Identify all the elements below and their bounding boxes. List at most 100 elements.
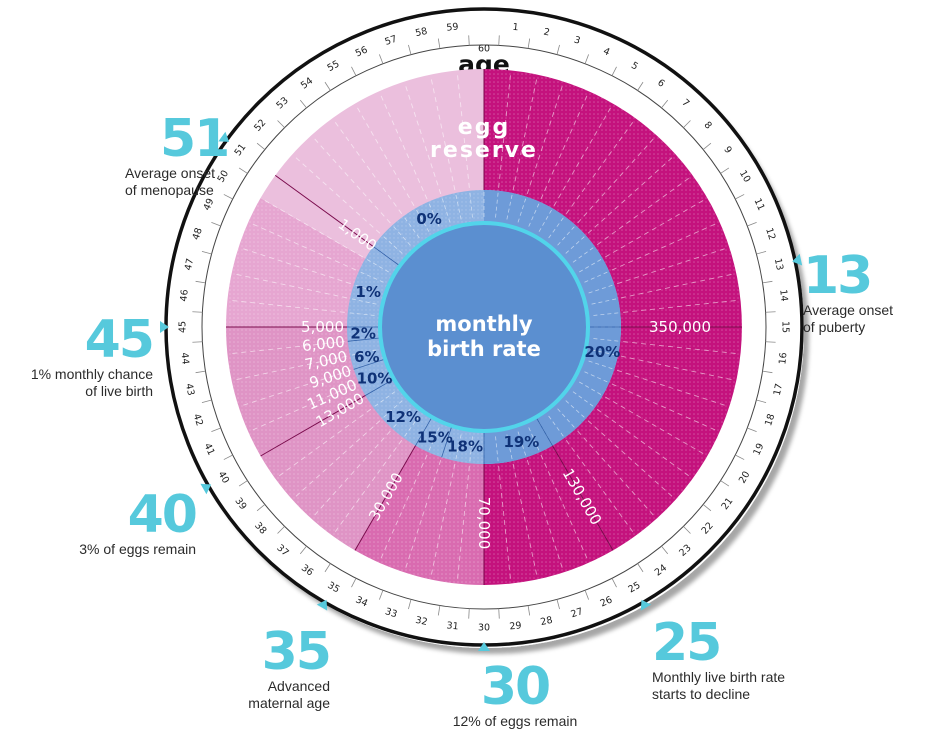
dashed-ray [379, 93, 428, 200]
age-tick-label: 29 [509, 620, 522, 632]
dashed-ray [230, 341, 345, 355]
age-tick-label: 6 [655, 77, 666, 89]
dashed-ray [333, 439, 403, 534]
age-tick-mark [299, 99, 307, 109]
egg-count-label: 6,000 [301, 333, 346, 355]
ring-dashed-rays [229, 72, 739, 582]
age-tick-mark [765, 341, 776, 343]
age-tick-mark [378, 590, 384, 600]
age-tick-label: 55 [326, 59, 342, 75]
callout-age-25: 25 Monthly live birth rate starts to dec… [652, 617, 785, 703]
age-tick-mark [661, 545, 669, 555]
callout-age-13: 13 Average onset of puberty [803, 250, 893, 336]
dashed-ray [512, 463, 538, 577]
callout-pointer [478, 642, 490, 651]
age-tick-mark [299, 545, 307, 555]
dashed-ray [617, 369, 727, 407]
egg-reserve-ring [226, 69, 742, 585]
dashed-ray [617, 247, 727, 285]
age-tick-label: 18 [763, 413, 777, 428]
callout-age-35: 35 Advanced maternal age [235, 626, 332, 712]
age-tick-label: 10 [737, 169, 753, 185]
callout-caption-line: 3% of eggs remain [79, 541, 196, 557]
age-tick-label: 28 [540, 615, 554, 628]
age-tick-mark [747, 221, 757, 227]
age-tick-label: 56 [354, 45, 370, 60]
egg-reserve-sector-30-texture [355, 422, 484, 585]
age-tick-mark [277, 120, 285, 128]
callout-number: 13 [803, 246, 873, 306]
age-tick-mark [611, 66, 617, 76]
age-tick-mark [437, 38, 441, 49]
dashed-ray [294, 420, 381, 498]
age-tick-label: 19 [751, 442, 766, 458]
age-tick-mark [735, 454, 745, 460]
age-tick-label: 59 [446, 22, 459, 34]
dashed-ray [565, 439, 635, 534]
age-tick-label: 13 [772, 257, 785, 271]
dashed-ray [512, 77, 538, 191]
egg-count-label: 70,000 [475, 497, 493, 550]
age-tick-mark [223, 194, 233, 200]
dashed-ray [526, 460, 564, 570]
callout-caption-line: 1% monthly chance [30, 366, 153, 382]
age-tick-label: 1 [512, 22, 519, 34]
age-tick-mark [324, 563, 331, 573]
age-tick-mark [211, 221, 221, 227]
callout-caption-line: 12% of eggs remain [452, 713, 578, 729]
callout-age-51: 51 Average onset of menopause [125, 109, 230, 199]
callout-caption-line: Advanced [267, 678, 330, 694]
age-tick-mark [201, 251, 212, 255]
callout-number: 51 [160, 109, 230, 169]
callout-caption-line: maternal age [248, 695, 330, 711]
dashed-ray [587, 156, 674, 234]
age-tick-label: 14 [777, 289, 789, 302]
birth-rate-label: 1% [355, 283, 380, 301]
dashed-ray [379, 454, 428, 561]
dashed-ray [623, 341, 738, 355]
age-tick-label: 47 [183, 257, 196, 271]
age-tick-label: 40 [216, 470, 232, 486]
age-tick-label: 30 [478, 623, 490, 634]
age-tick-label: 8 [702, 120, 714, 132]
dashed-ray [553, 105, 612, 206]
birth-rate-divider [347, 337, 381, 342]
age-tick-label: 46 [179, 289, 191, 302]
age-tick-mark [556, 44, 560, 55]
age-tick-label: 12 [763, 227, 777, 242]
age-tick-mark [720, 480, 730, 487]
age-tick-mark [720, 167, 730, 174]
dashed-ray [241, 369, 351, 407]
dashed-ray [577, 137, 655, 224]
age-tick-mark [756, 251, 767, 255]
dashed-ray [540, 454, 589, 561]
age-tick-label: 58 [414, 26, 428, 39]
dashed-ray [277, 408, 372, 478]
dashed-ray [620, 355, 734, 381]
dashed-ray [498, 73, 512, 188]
callout-number: 30 [480, 657, 551, 717]
age-tick-mark [378, 54, 384, 64]
birth-rate-divider [353, 358, 386, 370]
center-label-line-2: birth rate [427, 337, 541, 361]
center-disc [378, 221, 590, 433]
age-tick-label: 34 [354, 594, 370, 609]
age-tick-mark [762, 280, 773, 284]
birth-rate-label: 0% [416, 210, 441, 228]
dashed-ray [262, 199, 363, 258]
callout-caption-line: Monthly live birth rate [652, 669, 786, 685]
age-tick-label: 20 [737, 470, 753, 486]
age-tick-mark [702, 504, 712, 512]
birth-rate-divider [441, 425, 453, 458]
age-tick-label: 9 [721, 144, 733, 155]
age-tick-label: 60 [478, 44, 490, 55]
callout-age-40: 40 3% of eggs remain [60, 489, 198, 558]
age-tick-label: 16 [777, 352, 789, 365]
birth-rate-dividers [347, 246, 621, 464]
center-label-line-1: monthly [435, 312, 532, 336]
age-tick-mark [527, 605, 531, 616]
age-tick-mark [527, 38, 531, 49]
dashed-ray [404, 460, 442, 570]
callout-caption-line: starts to decline [652, 686, 751, 702]
callout-number: 45 [84, 310, 155, 370]
